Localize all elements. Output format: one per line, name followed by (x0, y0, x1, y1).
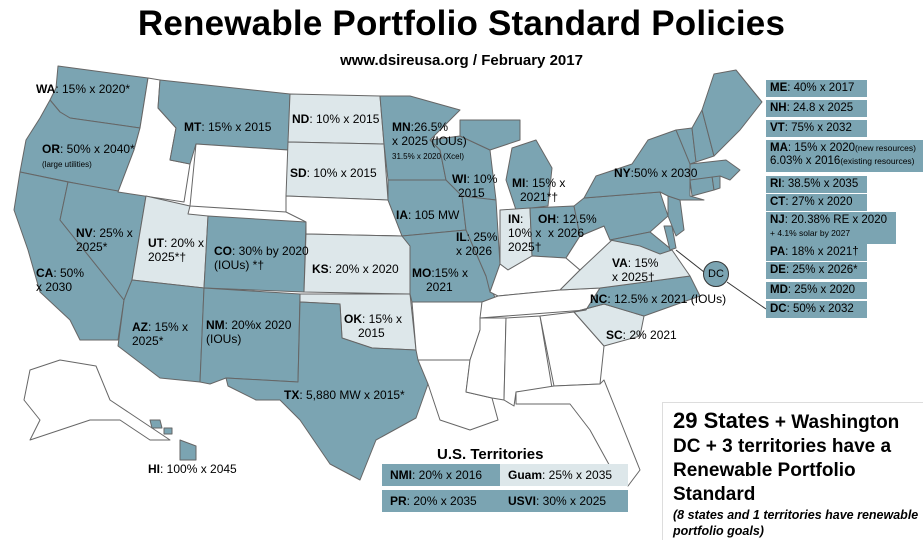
dc-marker[interactable]: DC (703, 261, 729, 287)
label-nd: ND: 10% x 2015 (292, 112, 380, 126)
summary-note: (8 states and 1 territories have renewab… (673, 508, 919, 538)
label-nc: NC: 12.5% x 2021 (IOUs) (590, 292, 727, 306)
label-tx: TX: 5,880 MW x 2015* (284, 388, 405, 402)
state-mi[interactable] (459, 119, 553, 211)
territory-nmi: NMI: 20% x 2016 (382, 464, 502, 486)
sidebar-item-md: MD: 25% x 2020 (766, 282, 867, 299)
state-ak (23, 359, 171, 441)
state-ri[interactable] (711, 175, 721, 191)
sidebar-item-ri: RI: 38.5% x 2035 (766, 176, 867, 193)
label-ks: KS: 20% x 2020 (312, 262, 399, 276)
dc-connector-sidebar (726, 281, 767, 310)
sidebar-item-nj: NJ: 20.38% RE x 2020 + 4.1% solar by 2027 (766, 212, 896, 244)
summary-headline: 29 States + Washington DC + 3 territorie… (673, 408, 900, 506)
sidebar-item-de: DE: 25% x 2026* (766, 262, 867, 279)
label-mt: MT: 15% x 2015 (184, 120, 272, 134)
label-ny: NY:50% x 2030 (614, 166, 698, 180)
state-me[interactable] (701, 69, 763, 157)
label-wi: WI: 10% 2015 (452, 172, 498, 200)
state-tx[interactable] (225, 301, 429, 481)
label-az: AZ: 15% x 2025* (132, 320, 189, 348)
sidebar-item-ma: MA: 15% x 2020(new resources) 6.03% x 201… (766, 140, 923, 172)
label-mn: MN:26.5% x 2025 (IOUs) 31.5% x 2020 (Xcel) (392, 120, 467, 161)
sidebar-item-ct: CT: 27% x 2020 (766, 194, 867, 211)
label-mo: MO:15% x 2021 (412, 266, 469, 294)
label-hi: HI: 100% x 2045 (148, 462, 237, 476)
summary-box: 29 States + Washington DC + 3 territorie… (662, 402, 923, 540)
sidebar-item-nh: NH: 24.8 x 2025 (766, 100, 867, 117)
label-or: OR: 50% x 2040* (large utilities) (42, 142, 135, 169)
dc-connector (675, 249, 705, 273)
territory-guam: Guam: 25% x 2035 (500, 464, 628, 486)
sidebar-item-vt: VT: 75% x 2032 (766, 120, 867, 137)
label-sc: SC: 2% 2021 (606, 328, 677, 342)
state-hi[interactable] (149, 419, 197, 461)
label-oh: OH: 12.5% x 2026 (538, 212, 597, 240)
label-wa: WA: 15% x 2020* (36, 82, 131, 96)
label-ut: UT: 20% x 2025*† (148, 236, 205, 264)
label-nv: NV: 25% x 2025* (76, 226, 133, 254)
sidebar-item-pa: PA: 18% x 2021† (766, 244, 867, 261)
label-ok: OK: 15% x 2015 (344, 312, 403, 340)
territories-title: U.S. Territories (437, 446, 544, 463)
state-wy (189, 143, 289, 213)
label-co: CO: 30% by 2020 (IOUs) *† (214, 244, 309, 272)
label-in: IN: 10% x 2025† (508, 212, 542, 254)
sidebar-item-dc: DC: 50% x 2032 (766, 301, 867, 318)
state-md[interactable] (609, 231, 673, 255)
state-ma[interactable] (689, 159, 741, 181)
state-de[interactable] (663, 225, 677, 251)
label-va: VA: 15% x 2025† (612, 256, 659, 284)
map-subtitle: www.dsireusa.org / February 2017 (340, 52, 583, 69)
territory-pr: PR: 20% x 2035 (382, 490, 502, 512)
territory-usvi: USVI: 30% x 2025 (500, 490, 628, 512)
label-ia: IA: 105 MW (396, 208, 460, 222)
label-sd: SD: 10% x 2015 (290, 166, 377, 180)
label-nm: NM: 20%x 2020 (IOUs) (206, 318, 292, 346)
state-ar (411, 301, 483, 361)
label-mi: MI: 15% x 2021*† (512, 176, 566, 204)
state-fl (515, 379, 641, 487)
label-ca: CA: 50% x 2030 (36, 266, 85, 294)
state-ga (539, 311, 605, 387)
label-il: IL: 25% x 2026 (456, 230, 498, 258)
map-title: Renewable Portfolio Standard Policies (137, 4, 786, 43)
sidebar-item-me: ME: 40% x 2017 (766, 80, 867, 97)
